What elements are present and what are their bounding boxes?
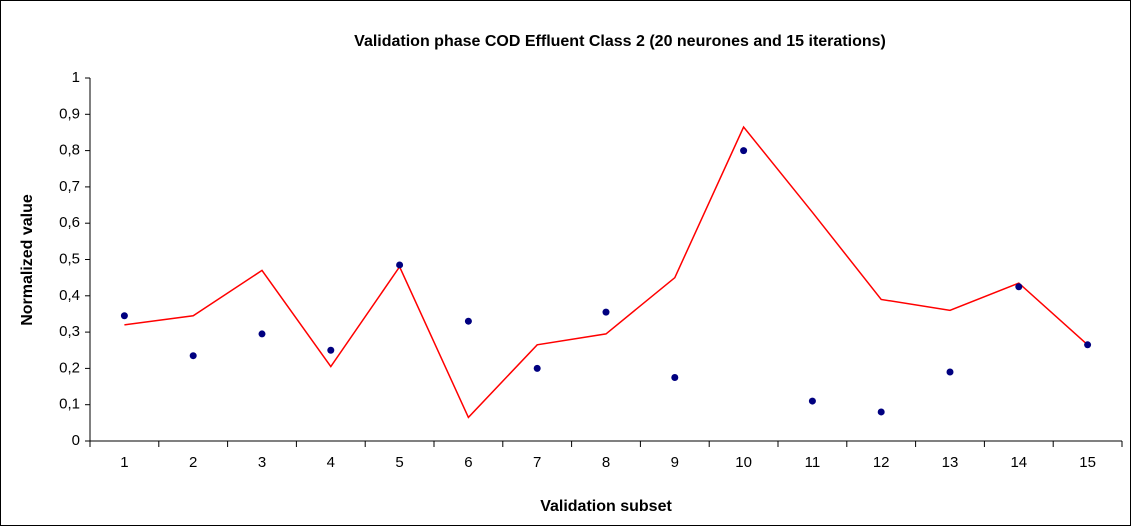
data-point bbox=[671, 373, 679, 381]
y-tick-label: 0,1 bbox=[59, 396, 80, 413]
x-tick-label: 6 bbox=[464, 454, 472, 471]
x-tick-label: 4 bbox=[327, 454, 335, 471]
y-tick-label: 0,8 bbox=[59, 142, 80, 159]
x-tick-label: 14 bbox=[1010, 454, 1027, 471]
data-point bbox=[189, 352, 197, 360]
y-tick-label: 0,6 bbox=[59, 214, 80, 231]
data-point bbox=[533, 364, 541, 372]
data-point bbox=[1015, 283, 1023, 291]
x-axis-label: Validation subset bbox=[540, 498, 672, 515]
x-tick-label: 5 bbox=[395, 454, 403, 471]
data-point bbox=[740, 147, 748, 155]
data-point bbox=[1084, 341, 1092, 349]
x-tick-label: 8 bbox=[602, 454, 610, 471]
data-point bbox=[464, 317, 472, 325]
y-tick-label: 0,2 bbox=[59, 359, 80, 376]
y-tick-label: 0,3 bbox=[59, 323, 80, 340]
x-tick-label: 7 bbox=[533, 454, 541, 471]
y-tick-label: 0,7 bbox=[59, 178, 80, 195]
y-tick-label: 0,5 bbox=[59, 250, 80, 267]
x-tick-label: 10 bbox=[735, 454, 752, 471]
x-tick-label: 1 bbox=[120, 454, 128, 471]
y-tick-label: 0,4 bbox=[59, 287, 80, 304]
data-point bbox=[120, 312, 128, 320]
x-tick-label: 15 bbox=[1079, 454, 1096, 471]
x-tick-label: 3 bbox=[258, 454, 266, 471]
data-point bbox=[327, 346, 335, 354]
y-axis-label: Normalized value bbox=[19, 194, 36, 326]
data-point bbox=[258, 330, 266, 338]
x-tick-label: 12 bbox=[873, 454, 890, 471]
data-point bbox=[602, 308, 610, 316]
data-line bbox=[124, 125, 1089, 419]
data-point bbox=[877, 408, 885, 416]
x-tick-label: 11 bbox=[805, 454, 821, 471]
data-point bbox=[396, 261, 404, 269]
data-point bbox=[946, 368, 954, 376]
y-tick-label: 0,9 bbox=[59, 105, 80, 122]
x-tick-label: 9 bbox=[671, 454, 679, 471]
data-point bbox=[808, 397, 816, 405]
y-tick-label: 1 bbox=[72, 69, 80, 86]
x-tick-label: 2 bbox=[189, 454, 197, 471]
x-tick-label: 13 bbox=[942, 454, 959, 471]
y-tick-label: 0 bbox=[72, 432, 80, 449]
chart-title: Validation phase COD Effluent Class 2 (2… bbox=[354, 33, 886, 50]
